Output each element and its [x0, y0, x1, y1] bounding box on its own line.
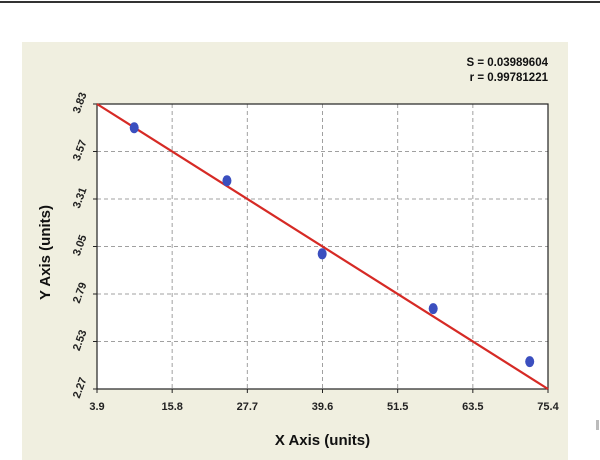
x-tick-label: 63.5 [462, 401, 483, 413]
y-tick-label: 2.27 [71, 376, 90, 400]
data-point [428, 303, 438, 315]
stat-s: S = 0.03989604 [466, 57, 548, 69]
x-tick-label: 75.4 [537, 401, 559, 413]
stat-r: r = 0.99781221 [469, 72, 548, 84]
y-tick-label: 3.83 [71, 91, 90, 115]
y-tick-label: 3.05 [71, 233, 90, 257]
top-divider [0, 1, 600, 3]
fit-statistics: S = 0.03989604 r = 0.99781221 [466, 56, 548, 86]
data-point [129, 122, 139, 134]
x-tick-label: 27.7 [237, 401, 258, 413]
x-axis-title: X Axis (units) [275, 432, 370, 449]
y-tick-label: 2.53 [71, 328, 90, 352]
regression-line [96, 103, 549, 390]
x-tick-label: 39.6 [312, 401, 333, 413]
edge-mark [596, 420, 599, 430]
x-tick-label: 51.5 [387, 401, 408, 413]
y-tick-label: 2.79 [71, 281, 90, 305]
data-point [222, 175, 232, 187]
x-tick-label: 15.8 [161, 401, 182, 413]
data-point [525, 356, 535, 368]
data-point [317, 248, 327, 260]
y-tick-label: 3.57 [71, 138, 90, 162]
y-axis-title: Y Axis (units) [37, 205, 54, 300]
x-tick-label: 3.9 [89, 401, 104, 413]
y-tick-label: 3.31 [71, 186, 90, 210]
